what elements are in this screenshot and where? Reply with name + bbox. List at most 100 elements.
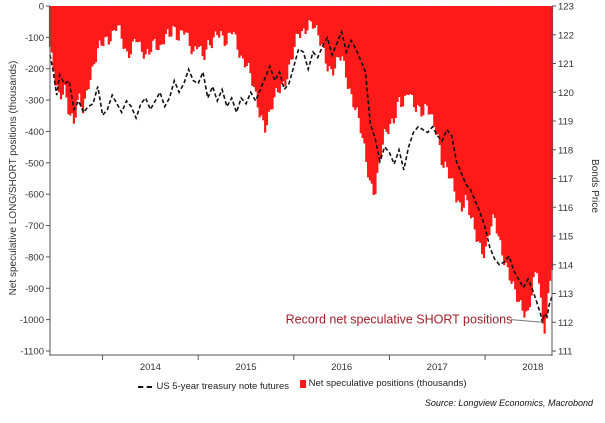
bar: [411, 6, 414, 96]
bar: [348, 6, 351, 89]
bar: [98, 6, 101, 41]
bar: [407, 6, 410, 96]
bar: [221, 6, 224, 36]
bar: [317, 6, 320, 36]
bar: [525, 6, 528, 312]
bar: [514, 6, 517, 290]
right-axis: 111 112 113 114 115 116 117 118 119 120 121 122 123: [551, 2, 574, 358]
bar: [344, 6, 348, 78]
bar: [50, 6, 53, 53]
right-axis-tick-label: 122: [558, 30, 574, 41]
bar: [405, 6, 408, 95]
bar: [444, 6, 447, 162]
bar: [425, 6, 429, 106]
bar: [503, 6, 506, 266]
x-axis-year-label: 2016: [331, 362, 352, 373]
bar: [192, 6, 195, 52]
bar: [89, 6, 92, 81]
bar: [58, 6, 61, 93]
bar: [61, 6, 64, 95]
right-axis-tick-label: 115: [558, 232, 573, 243]
bar: [133, 6, 136, 39]
bar: [321, 6, 324, 45]
legend-label-line: US 5-year treasury note futures: [156, 381, 289, 392]
bar-series: [48, 6, 554, 334]
bar: [254, 6, 258, 92]
bar: [436, 6, 440, 135]
bar: [302, 6, 305, 29]
right-axis-tick-label: 119: [558, 117, 573, 128]
annotation-pointer-line: [510, 319, 543, 323]
bar: [137, 6, 140, 43]
bar: [367, 6, 370, 178]
left-axis-tick-label: -1000: [20, 315, 44, 326]
bar: [515, 6, 519, 302]
bar: [390, 6, 394, 119]
bar: [429, 6, 432, 115]
bar: [96, 6, 99, 49]
bar: [76, 6, 79, 101]
bar: [354, 6, 357, 110]
bar: [528, 6, 532, 308]
bar: [150, 6, 153, 53]
bar: [512, 6, 515, 282]
bar: [442, 6, 445, 168]
bar: [355, 6, 359, 108]
bar: [534, 6, 537, 272]
bar: [508, 6, 511, 281]
bar: [424, 6, 427, 104]
bar: [462, 6, 465, 208]
bar: [466, 6, 469, 201]
left-axis-tick-label: -400: [25, 127, 44, 138]
bar: [394, 6, 397, 119]
bar: [91, 6, 94, 67]
bar: [196, 6, 199, 50]
bar: [111, 6, 114, 31]
bar: [308, 6, 311, 21]
bar: [536, 6, 539, 274]
bar: [383, 6, 386, 130]
x-axis-year-label: 2014: [140, 362, 161, 373]
bar: [306, 6, 309, 31]
left-axis-title: Net speculative LONG/SHORT positions (th…: [8, 61, 19, 296]
bar: [153, 6, 156, 39]
dashed-line-swatch-icon: [138, 385, 153, 388]
bar: [451, 6, 454, 179]
bar: [475, 6, 478, 242]
bar: [374, 6, 377, 195]
bar: [271, 6, 274, 110]
right-axis-tick-label: 116: [558, 203, 573, 214]
bar: [477, 6, 480, 242]
bar: [403, 6, 406, 96]
bar: [260, 6, 263, 116]
bar: [83, 6, 87, 99]
bar: [161, 6, 164, 45]
bar: [527, 6, 530, 311]
bar: [139, 6, 142, 42]
bar: [372, 6, 375, 196]
bar: [70, 6, 74, 114]
bar: [319, 6, 322, 46]
bar: [547, 6, 550, 294]
bar: [241, 6, 245, 59]
legend-item-line: US 5-year treasury note futures: [138, 381, 289, 392]
bar: [492, 6, 495, 215]
bar: [276, 6, 280, 93]
bar: [287, 6, 291, 65]
bar: [396, 6, 399, 102]
bar: [549, 6, 552, 281]
x-axis-year-label: 2018: [522, 362, 543, 373]
bar: [339, 6, 342, 61]
bar: [530, 6, 533, 296]
bar: [471, 6, 475, 218]
right-axis-tick-label: 121: [558, 59, 574, 70]
bar: [440, 6, 443, 166]
bar: [473, 6, 476, 230]
bar: [155, 6, 158, 50]
bar: [427, 6, 430, 115]
bar: [435, 6, 438, 135]
bar: [223, 6, 226, 47]
bar: [337, 6, 340, 58]
bar: [352, 6, 355, 108]
right-axis-tick-label: 113: [558, 289, 573, 300]
